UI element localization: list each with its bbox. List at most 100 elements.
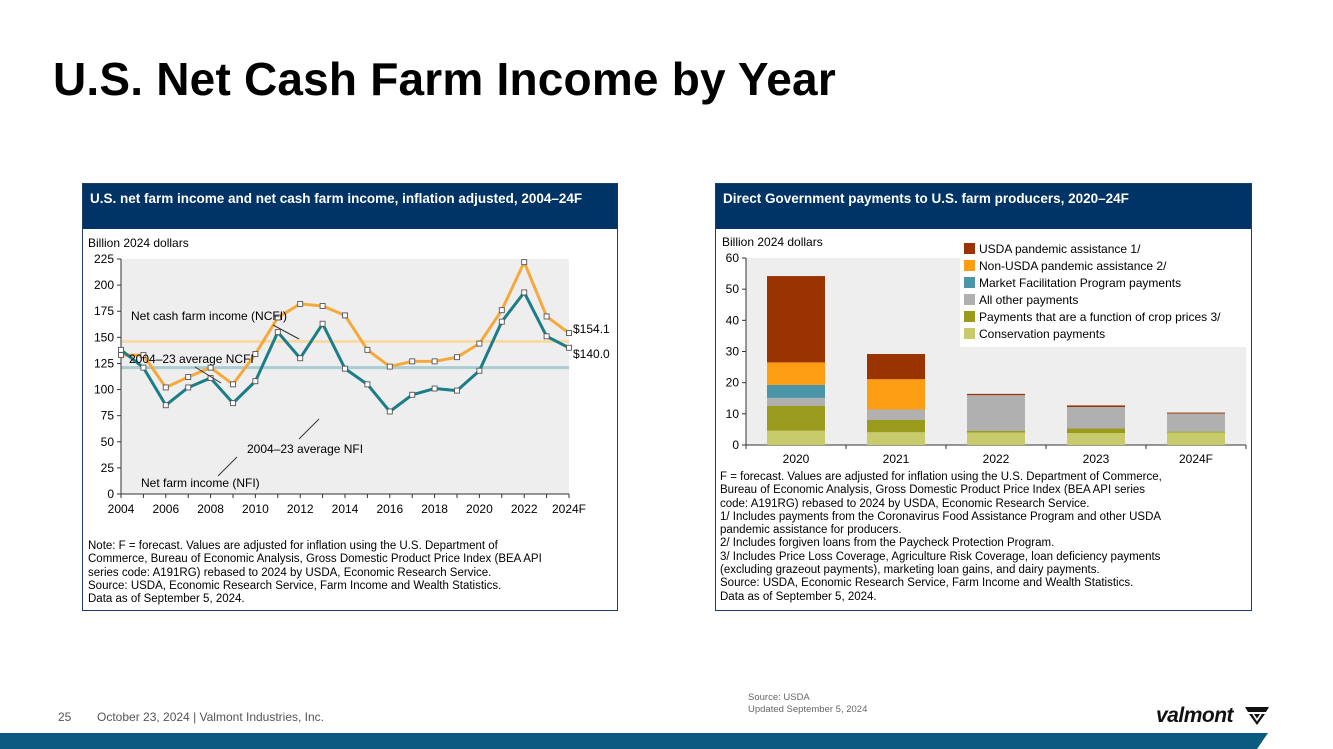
- bar-segment: [867, 409, 925, 420]
- leader-line: [298, 418, 320, 440]
- x-tick-label: 2024F: [552, 502, 586, 516]
- data-point: [342, 312, 348, 319]
- bar-segment: [1067, 428, 1125, 434]
- legend-item-label: USDA pandemic assistance 1/: [979, 242, 1141, 256]
- legend-swatch: [964, 260, 975, 271]
- leader-line: [272, 324, 300, 340]
- data-point: [297, 355, 304, 362]
- data-point: [207, 364, 214, 371]
- valmont-logo-icon: [1245, 707, 1269, 725]
- bar-segment: [1167, 412, 1225, 414]
- series-label-ncfi: Net cash farm income (NCFI): [131, 309, 287, 323]
- data-point: [118, 352, 124, 359]
- data-point: [543, 313, 550, 320]
- leader-line: [217, 456, 238, 477]
- data-point: [521, 259, 528, 266]
- bar-segment: [1067, 433, 1125, 445]
- legend-background: [960, 237, 1246, 347]
- data-point: [409, 358, 416, 365]
- y-axis-unit-label: Billion 2024 dollars: [88, 236, 189, 250]
- data-point: [185, 384, 192, 391]
- x-tick-label: 2023: [1083, 452, 1110, 464]
- data-point: [566, 344, 572, 351]
- source-line: Source: USDA: [748, 692, 810, 703]
- x-tick-label: 2024F: [1179, 452, 1213, 464]
- bar-segment: [867, 353, 925, 380]
- leader-line: [194, 366, 222, 384]
- y-tick-label: 100: [94, 383, 114, 397]
- bar-segment: [767, 405, 825, 431]
- y-tick-label: 25: [101, 461, 115, 475]
- data-point: [431, 358, 438, 365]
- source-note: Source: USDA Updated September 5, 2024: [748, 692, 867, 716]
- net-income-chart-panel: U.S. net farm income and net cash farm i…: [82, 183, 618, 611]
- y-axis-unit-label: Billion 2024 dollars: [722, 235, 823, 249]
- data-point: [454, 354, 460, 361]
- line-chart-note: Note: F = forecast. Values are adjusted …: [88, 540, 542, 606]
- x-tick-label: 2018: [421, 502, 448, 516]
- y-tick-label: 50: [101, 435, 115, 449]
- x-tick-label: 2020: [466, 502, 493, 516]
- legend-swatch: [964, 243, 975, 254]
- y-tick-label: 175: [94, 304, 114, 318]
- x-tick-label: 2021: [883, 452, 910, 464]
- y-tick-label: 200: [94, 278, 114, 292]
- y-tick-label: 75: [101, 409, 115, 423]
- bar-segment: [767, 430, 825, 445]
- data-point: [252, 378, 259, 385]
- data-point: [386, 363, 393, 370]
- data-point: [162, 384, 169, 391]
- y-tick-label: 10: [726, 407, 740, 421]
- data-point: [498, 318, 505, 325]
- legend-item-label: Market Facilitation Program payments: [979, 276, 1181, 290]
- bar-segment: [1067, 406, 1125, 429]
- y-tick-label: 20: [726, 376, 740, 390]
- legend-item-label: Conservation payments: [979, 327, 1105, 341]
- x-tick-label: 2006: [152, 502, 179, 516]
- x-tick-label: 2004: [108, 502, 135, 516]
- data-point: [409, 391, 416, 398]
- bar-chart-note: F = forecast. Values are adjusted for in…: [720, 471, 1162, 603]
- line-chart-title: U.S. net farm income and net cash farm i…: [83, 184, 617, 229]
- data-point: [230, 381, 236, 388]
- legend-swatch: [964, 277, 975, 288]
- data-point: [319, 303, 326, 309]
- page-number: 25: [58, 710, 72, 724]
- data-point: [364, 346, 371, 353]
- x-tick-label: 2014: [332, 502, 359, 516]
- end-value-label: $140.0: [573, 347, 610, 361]
- data-point: [319, 320, 326, 327]
- bar-segment: [867, 432, 925, 445]
- data-point: [566, 330, 572, 337]
- data-point: [185, 374, 192, 380]
- data-point: [230, 400, 236, 407]
- y-tick-label: 40: [726, 313, 740, 327]
- legend-item-label: Payments that are a function of crop pri…: [979, 310, 1221, 324]
- data-point: [454, 387, 460, 394]
- y-tick-label: 125: [94, 356, 114, 370]
- footer-accent-bar: [0, 733, 1268, 749]
- bar-segment: [967, 432, 1025, 445]
- bar-chart-title: Direct Government payments to U.S. farm …: [716, 184, 1251, 229]
- data-point: [118, 346, 124, 353]
- bar-segment: [767, 384, 825, 398]
- x-tick-label: 2008: [197, 502, 224, 516]
- gov-payments-chart-panel: Direct Government payments to U.S. farm …: [715, 183, 1252, 611]
- y-tick-label: 0: [107, 487, 114, 501]
- data-point: [140, 352, 147, 359]
- x-tick-label: 2022: [983, 452, 1010, 464]
- avg-label-ncfi: 2004–23 average NCFI: [129, 352, 254, 366]
- x-tick-label: 2010: [242, 502, 269, 516]
- data-point: [476, 367, 483, 374]
- x-tick-label: 2012: [287, 502, 314, 516]
- bar-segment: [867, 379, 925, 410]
- data-point: [252, 351, 259, 357]
- legend-item-label: All other payments: [979, 293, 1078, 307]
- data-point: [431, 385, 438, 392]
- avg-label-nfi: 2004–23 average NFI: [247, 442, 363, 456]
- data-point: [274, 329, 281, 336]
- bar-segment: [767, 276, 825, 363]
- x-tick-label: 2016: [376, 502, 403, 516]
- bar-segment: [767, 362, 825, 385]
- data-point: [162, 402, 169, 409]
